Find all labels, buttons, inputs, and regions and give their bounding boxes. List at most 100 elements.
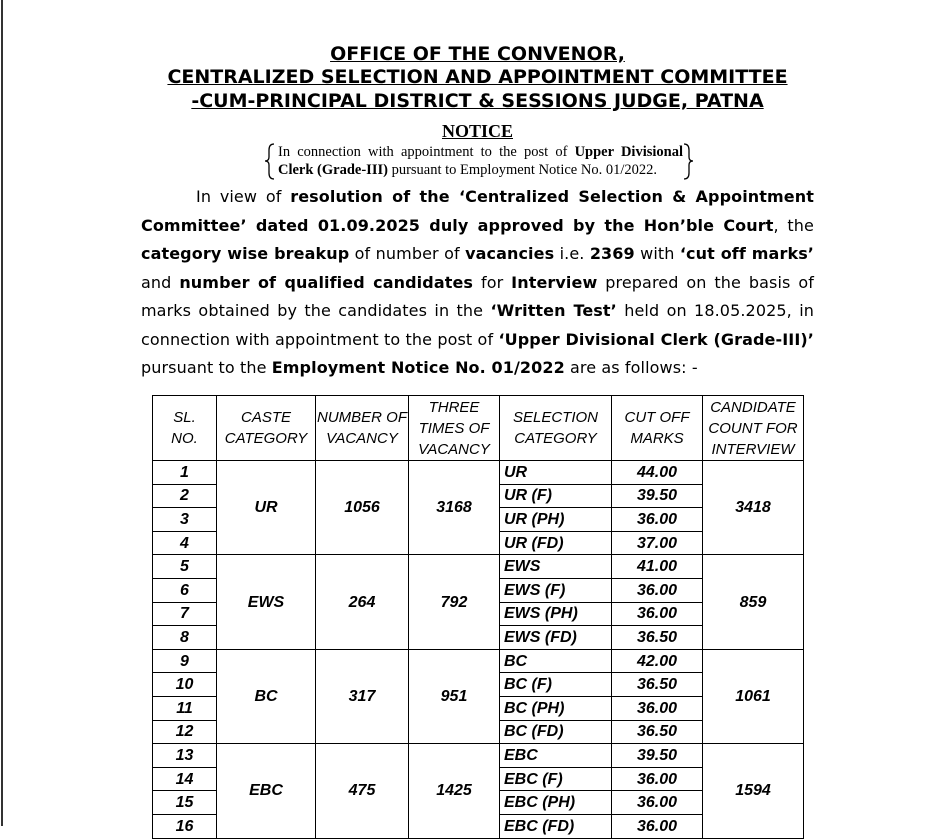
table-row: 11 BC (PH) 36.00 <box>152 695 804 721</box>
table-row: 12 BC (FD) 36.50 <box>152 719 804 745</box>
three-times-vacancy: 3168 <box>408 459 500 556</box>
text-run: for <box>473 272 512 292</box>
caste-category: EBC <box>216 743 316 839</box>
text-run: In view of <box>196 187 291 206</box>
cutoff-marks: 36.00 <box>611 507 703 532</box>
table-row: 13 EBC 475 1425 EBC 39.50 1594 <box>152 743 804 839</box>
cutoff-marks: 36.00 <box>611 813 703 839</box>
text-run: i.e. <box>554 244 590 263</box>
text-run: pursuant to the <box>141 358 272 377</box>
text-run: with <box>634 244 680 263</box>
caste-category: BC <box>216 648 316 745</box>
column-header: CANDIDATE COUNT FOR INTERVIEW <box>702 395 804 461</box>
selection-category: EWS (F) <box>499 577 612 603</box>
table-row: 7 EWS (PH) 36.00 <box>152 601 804 627</box>
serial-number: 2 <box>152 483 217 509</box>
cutoff-marks: 41.00 <box>611 554 703 579</box>
vacancy-count: 317 <box>315 648 409 745</box>
serial-number: 7 <box>152 601 217 627</box>
serial-number: 3 <box>152 507 217 532</box>
selection-category: EBC (FD) <box>499 813 612 839</box>
cutoff-marks: 39.50 <box>611 483 703 509</box>
page-edge <box>1 0 3 826</box>
text-run: held on 18.05.2025, in connection with a… <box>141 301 814 349</box>
column-header: NUMBER OF VACANCY <box>315 395 409 461</box>
selection-category: EWS (PH) <box>499 601 612 627</box>
text-run: In connection with appointment to the po… <box>278 144 575 160</box>
caste-category: EWS <box>216 554 316 650</box>
text-run: of number of <box>349 244 466 263</box>
selection-category: BC <box>499 648 612 674</box>
serial-number: 5 <box>152 554 217 579</box>
header-line: -CUM-PRINCIPAL DISTRICT & SESSIONS JUDGE… <box>191 90 764 112</box>
text-run: prepared on the basis of marks obtained … <box>141 272 815 321</box>
braces <box>264 143 694 180</box>
text-run: , the <box>773 215 814 235</box>
cutoff-marks: 39.50 <box>611 743 703 768</box>
selection-category: EWS <box>499 554 612 579</box>
cutoff-marks: 44.00 <box>611 460 703 485</box>
text-run: and <box>141 272 180 292</box>
selection-category: UR (F) <box>499 483 612 509</box>
selection-category: BC (FD) <box>499 719 612 745</box>
column-header: SL. NO. <box>152 395 217 461</box>
selection-category: UR (FD) <box>499 530 612 556</box>
text-run: are as follows: - <box>564 358 698 377</box>
text-run: ‘Written Test’ <box>490 301 617 320</box>
header-row: SL. NO. CASTE CATEGORY NUMBER OF VACANCY TH… <box>152 395 804 461</box>
table-row: 15 EBC (PH) 36.00 <box>152 790 804 815</box>
serial-number: 12 <box>152 719 217 745</box>
cutoff-marks: 36.00 <box>611 766 703 792</box>
vacancy-count: 475 <box>315 743 409 839</box>
selection-category: EBC <box>499 743 612 768</box>
selection-category: BC (F) <box>499 672 612 697</box>
three-times-vacancy: 951 <box>408 648 500 745</box>
text-run: ‘cut off marks’ <box>679 244 814 263</box>
cutoff-marks: 36.00 <box>611 695 703 721</box>
text-run: resolution of the ‘Centralized Selection… <box>141 187 814 235</box>
table-row: 4 UR (FD) 37.00 <box>152 530 804 556</box>
candidate-count: 859 <box>702 554 804 650</box>
candidate-count: 1061 <box>702 648 804 745</box>
selection-category: EBC (PH) <box>499 790 612 815</box>
selection-category: BC (PH) <box>499 695 612 721</box>
text-run: ‘Upper Divisional Clerk (Grade-III)’ <box>498 329 814 349</box>
text-run: Employment Notice No. 01/2022 <box>271 358 565 377</box>
selection-category: EBC (F) <box>499 766 612 792</box>
text-run: Interview <box>511 272 598 292</box>
serial-number: 16 <box>152 813 217 839</box>
table-row: 5 EWS 264 792 EWS 41.00 859 <box>152 554 804 650</box>
text-run: Upper Divisional Clerk (Grade-III) <box>278 144 683 178</box>
serial-number: 9 <box>152 648 217 674</box>
column-header: SELECTION CATEGORY <box>499 395 612 461</box>
table-row: 2 UR (F) 39.50 <box>152 483 804 509</box>
serial-number: 15 <box>152 790 217 815</box>
cutoff-marks: 36.00 <box>611 601 703 627</box>
vacancy-count: 264 <box>315 554 409 650</box>
notice-subject: In connection with appointment to the po… <box>278 143 683 179</box>
text-run: pursuant to Employment Notice No. 01/202… <box>387 162 657 178</box>
column-header: THREE TIMES OF VACANCY <box>408 395 500 461</box>
serial-number: 11 <box>152 695 217 721</box>
notice-paragraph: In view of resolution of the ‘Centralize… <box>141 183 814 383</box>
serial-number: 8 <box>152 625 217 650</box>
column-header: CUT OFF MARKS <box>611 395 703 461</box>
cutoff-marks: 42.00 <box>611 648 703 674</box>
vacancy-count: 1056 <box>315 459 409 556</box>
header-line: OFFICE OF THE CONVENOR, <box>330 43 625 65</box>
table-row: 1 UR 1056 3168 UR 44.00 3418 <box>152 459 804 556</box>
selection-category: EWS (FD) <box>499 625 612 650</box>
text-run: category wise breakup <box>141 244 350 263</box>
cutoff-marks: 36.50 <box>611 719 703 745</box>
serial-number: 4 <box>152 530 217 556</box>
serial-number: 10 <box>152 672 217 697</box>
table-row: 6 EWS (F) 36.00 <box>152 577 804 603</box>
cutoff-marks: 36.00 <box>611 790 703 815</box>
caste-category: UR <box>216 459 316 556</box>
cutoff-marks: 37.00 <box>611 530 703 556</box>
selection-category: UR <box>499 460 612 485</box>
three-times-vacancy: 1425 <box>408 743 500 839</box>
text-run: 2369 <box>589 244 635 263</box>
cutoff-marks: 36.50 <box>611 672 703 697</box>
